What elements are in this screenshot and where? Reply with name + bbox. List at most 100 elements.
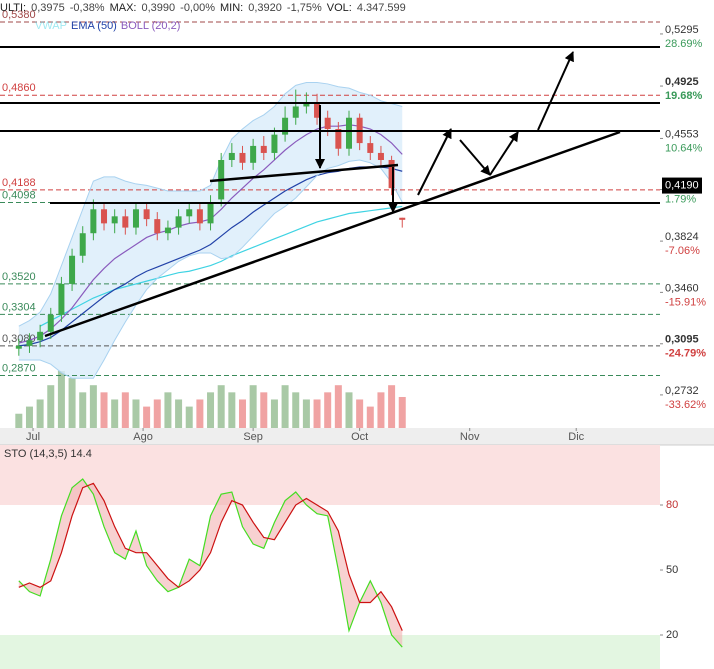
volume-bar [388, 385, 396, 428]
candle-body [292, 106, 299, 118]
volume-bar [313, 399, 321, 428]
level-label: 0,3520 [2, 271, 36, 283]
candle-body [196, 209, 203, 224]
candle-body [324, 117, 331, 130]
axis-bg [660, 0, 714, 445]
candle-body [90, 209, 97, 234]
candle-body [101, 209, 108, 224]
candle-body [26, 340, 33, 346]
sto-line [18, 478, 403, 648]
volume-bar [111, 399, 119, 428]
boll-band-fill [18, 82, 403, 379]
y-tick-label: 0,4553 [665, 128, 699, 140]
volume-bar [207, 392, 215, 428]
candle-body [388, 159, 395, 189]
level-label: 0,4188 [2, 177, 36, 189]
volume-bar [100, 392, 108, 428]
candle-body [282, 117, 289, 135]
volume-bar [377, 392, 385, 428]
candle-body [377, 152, 384, 160]
candle-body [186, 209, 193, 217]
volume-bar [47, 385, 55, 428]
y-tick-label: 0,4925 [665, 76, 699, 88]
y-tick-change: 1.79% [665, 193, 696, 205]
candle-body [314, 103, 321, 118]
volume-bar [153, 399, 161, 428]
x-tick-label: Jul [26, 431, 40, 443]
candle-body [367, 143, 374, 153]
candle-body [335, 129, 342, 149]
level-label: 0,4860 [2, 82, 36, 94]
candle-body [345, 117, 352, 149]
overlay-line [39, 205, 403, 327]
legend-entry: EMA (50) [71, 20, 117, 32]
header-value: 0,3990 [142, 2, 176, 14]
volume-bar [185, 406, 193, 428]
y-tick-change: 28.69% [665, 38, 703, 50]
candle-body [207, 202, 214, 224]
header-change: -0,00% [180, 2, 215, 14]
volume-bar [238, 399, 246, 428]
header-label: MAX: [110, 2, 137, 14]
y-tick-label: 80 [666, 499, 678, 511]
candle-body [79, 233, 86, 256]
price-badge [662, 177, 702, 194]
level-label: 0,3304 [2, 301, 36, 313]
boll-upper [18, 82, 403, 327]
y-tick-label: 0,2732 [665, 385, 699, 397]
header-change: -1,75% [287, 2, 322, 14]
candle-body [132, 209, 139, 228]
y-tick-label: 0,3095 [665, 334, 699, 346]
volume-bar [196, 399, 204, 428]
header-value: 0,3975 [31, 2, 65, 14]
y-tick-label: 0,5295 [665, 24, 699, 36]
candle-body [58, 283, 65, 315]
oversold-zone [0, 634, 660, 669]
candle-body [164, 227, 171, 234]
x-tick-label: Ago [133, 431, 153, 443]
y-tick-change: -24.79% [665, 348, 706, 360]
annotations [0, 46, 660, 338]
sto-line [18, 482, 403, 631]
volume-bar [324, 392, 332, 428]
volume-bar [292, 392, 300, 428]
volume-bar [57, 370, 65, 428]
arrow [417, 128, 452, 196]
x-axis-strip [0, 428, 714, 445]
arrow [489, 131, 519, 176]
volume-bar [334, 385, 342, 428]
volume-bar [36, 399, 44, 428]
volume-bar [143, 406, 151, 428]
header-label: ULTI: [0, 2, 26, 14]
y-tick-label: 0,3460 [665, 282, 699, 294]
volume-bar [79, 392, 87, 428]
legend-entry: BOLL (20,2) [121, 20, 181, 32]
volume-bar [89, 385, 97, 428]
candle-body [15, 345, 22, 349]
x-tick-label: Oct [351, 431, 368, 443]
neck-line [209, 163, 399, 183]
y-tick-change: -33.62% [665, 399, 706, 411]
y-tick-change: 19.68% [665, 90, 703, 102]
arrow [537, 51, 574, 131]
y-tick-label: 20 [666, 629, 678, 641]
sto-panel: 80 50 20 STO (14,3,5) 14.4 [0, 444, 714, 669]
level-label: 0,4098 [2, 189, 36, 201]
overbought-zone [0, 445, 660, 506]
candle-body [228, 152, 235, 160]
volume-bar [164, 392, 172, 428]
header-change: -0,38% [70, 2, 105, 14]
axes: 0,5295 28.69% 0,4925 19.68% 0,4553 10.64% 0,41… [0, 0, 714, 445]
y-tick-label: 0,4190 [665, 179, 699, 191]
candle-body [303, 103, 310, 107]
x-tick-label: Nov [460, 431, 480, 443]
candle-body [260, 145, 267, 153]
volume-bar [249, 385, 257, 428]
header-value: 4.347.599 [357, 2, 406, 14]
candle-body [37, 331, 44, 341]
boll-lower [18, 159, 403, 379]
header-value: 0,3920 [248, 2, 282, 14]
volume-bar [25, 406, 33, 428]
volume-bar [132, 399, 140, 428]
